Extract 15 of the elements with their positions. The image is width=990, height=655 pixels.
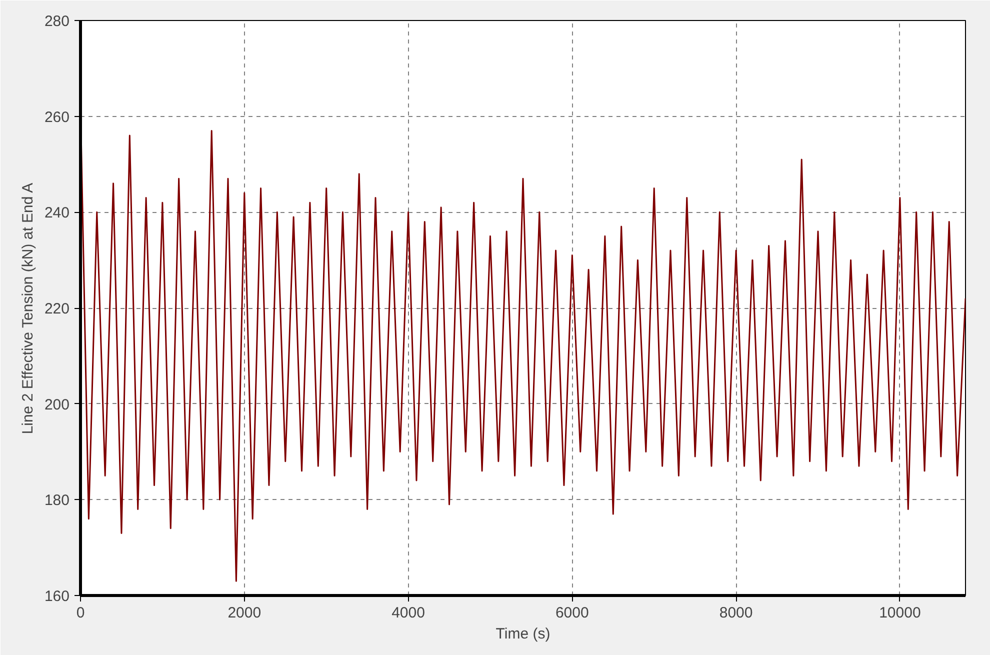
- x-axis-title: Time (s): [496, 626, 550, 642]
- y-axis-title: Line 2 Effective Tension (kN) at End A: [19, 182, 36, 434]
- x-tick-label: 0: [76, 604, 85, 622]
- x-tick-label: 10000: [879, 604, 921, 622]
- y-tick-label: 180: [44, 492, 70, 510]
- y-tick-label: 160: [44, 588, 70, 605]
- x-tick-label: 4000: [392, 604, 425, 622]
- y-tick-label: 280: [44, 13, 70, 30]
- y-tick-label: 240: [44, 204, 70, 222]
- x-tick-label: 6000: [555, 604, 589, 622]
- x-tick-label: 8000: [719, 604, 753, 622]
- y-tick-label: 200: [44, 396, 70, 414]
- x-tick-label: 2000: [228, 604, 262, 622]
- y-tick-label: 220: [44, 300, 70, 318]
- y-tick-label: 260: [44, 108, 70, 126]
